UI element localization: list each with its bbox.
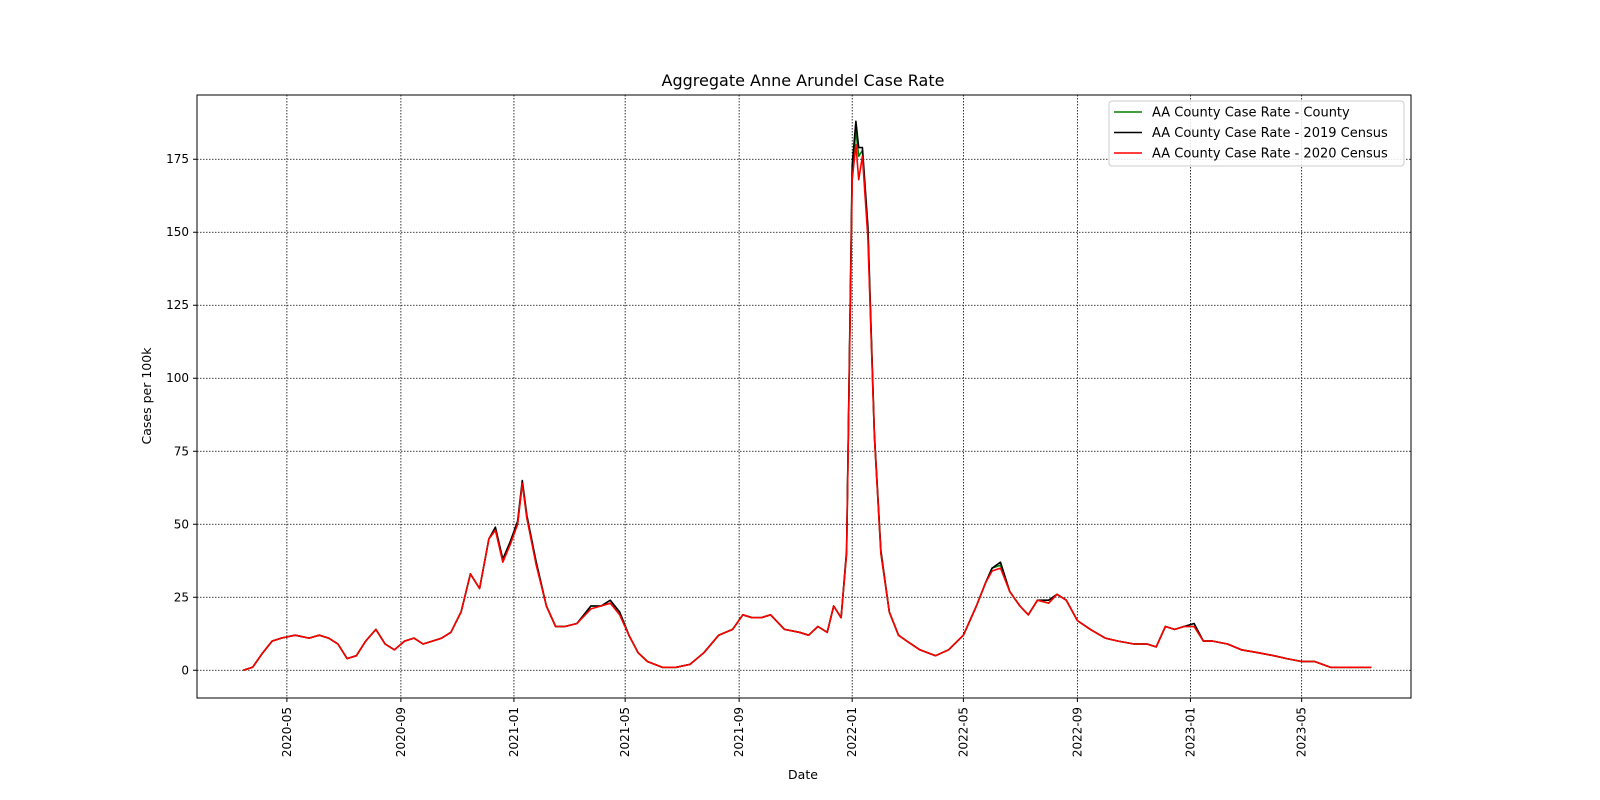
y-tick-label: 0 [181, 663, 189, 677]
x-tick-label: 2020-05 [280, 707, 294, 757]
x-tick-label: 2020-09 [394, 707, 408, 757]
x-tick-label: 2021-05 [618, 707, 632, 757]
x-tick-label: 2022-05 [956, 707, 970, 757]
y-tick-label: 125 [166, 298, 189, 312]
x-axis-label: Date [788, 767, 818, 782]
legend: AA County Case Rate - County AA County Ca… [1108, 100, 1405, 167]
y-tick-label: 100 [166, 371, 189, 385]
x-tick-label: 2021-09 [732, 707, 746, 757]
x-tick-label: 2023-05 [1295, 707, 1309, 757]
x-tick-label: 2022-09 [1070, 707, 1084, 757]
plot-frame [196, 94, 1412, 699]
x-tick-label: 2021-01 [507, 707, 521, 757]
legend-label-3: AA County Case Rate - 2020 Census [1152, 147, 1388, 162]
y-tick-label: 25 [174, 590, 189, 604]
y-axis-label: Cases per 100k [139, 347, 154, 445]
y-tick-label: 50 [174, 517, 189, 531]
grid-lines [197, 95, 1411, 698]
y-tick-label: 150 [166, 225, 189, 239]
y-tick-label: 175 [166, 152, 189, 166]
x-tick-label: 2023-01 [1183, 707, 1197, 757]
series-lines [243, 120, 1372, 672]
axis-ticks: 2020-05 2020-09 2021-01 2021-05 2021-09 2022-… [166, 152, 1309, 757]
y-tick-label: 75 [174, 444, 189, 458]
legend-box [1108, 100, 1405, 167]
legend-label-2: AA County Case Rate - 2019 Census [1152, 126, 1388, 141]
legend-label-1: AA County Case Rate - County [1152, 106, 1350, 121]
x-tick-label: 2022-01 [845, 707, 859, 757]
chart-title: Aggregate Anne Arundel Case Rate [662, 71, 945, 90]
series-line-3 [243, 143, 1372, 672]
